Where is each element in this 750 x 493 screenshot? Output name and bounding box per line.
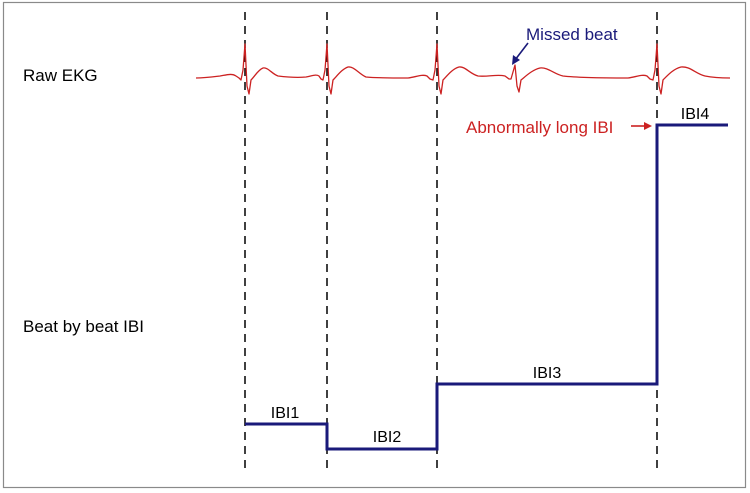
missed-beat-arrow	[512, 42, 529, 65]
abnormal-ibi-label: Abnormally long IBI	[466, 118, 613, 137]
beat-markers	[244, 12, 658, 468]
ibi1-label: IBI1	[271, 405, 300, 422]
ibi4-label: IBI4	[681, 106, 710, 123]
ekg-trace	[195, 43, 731, 95]
ibi2-label: IBI2	[373, 429, 402, 446]
abnormal-ibi-arrow	[631, 122, 652, 130]
raw-ekg-label: Raw EKG	[23, 66, 98, 85]
ibi-step-trace	[245, 123, 728, 451]
beat-ibi-label: Beat by beat IBI	[23, 317, 144, 336]
missed-beat-label: Missed beat	[526, 25, 618, 44]
ibi3-label: IBI3	[533, 365, 562, 382]
